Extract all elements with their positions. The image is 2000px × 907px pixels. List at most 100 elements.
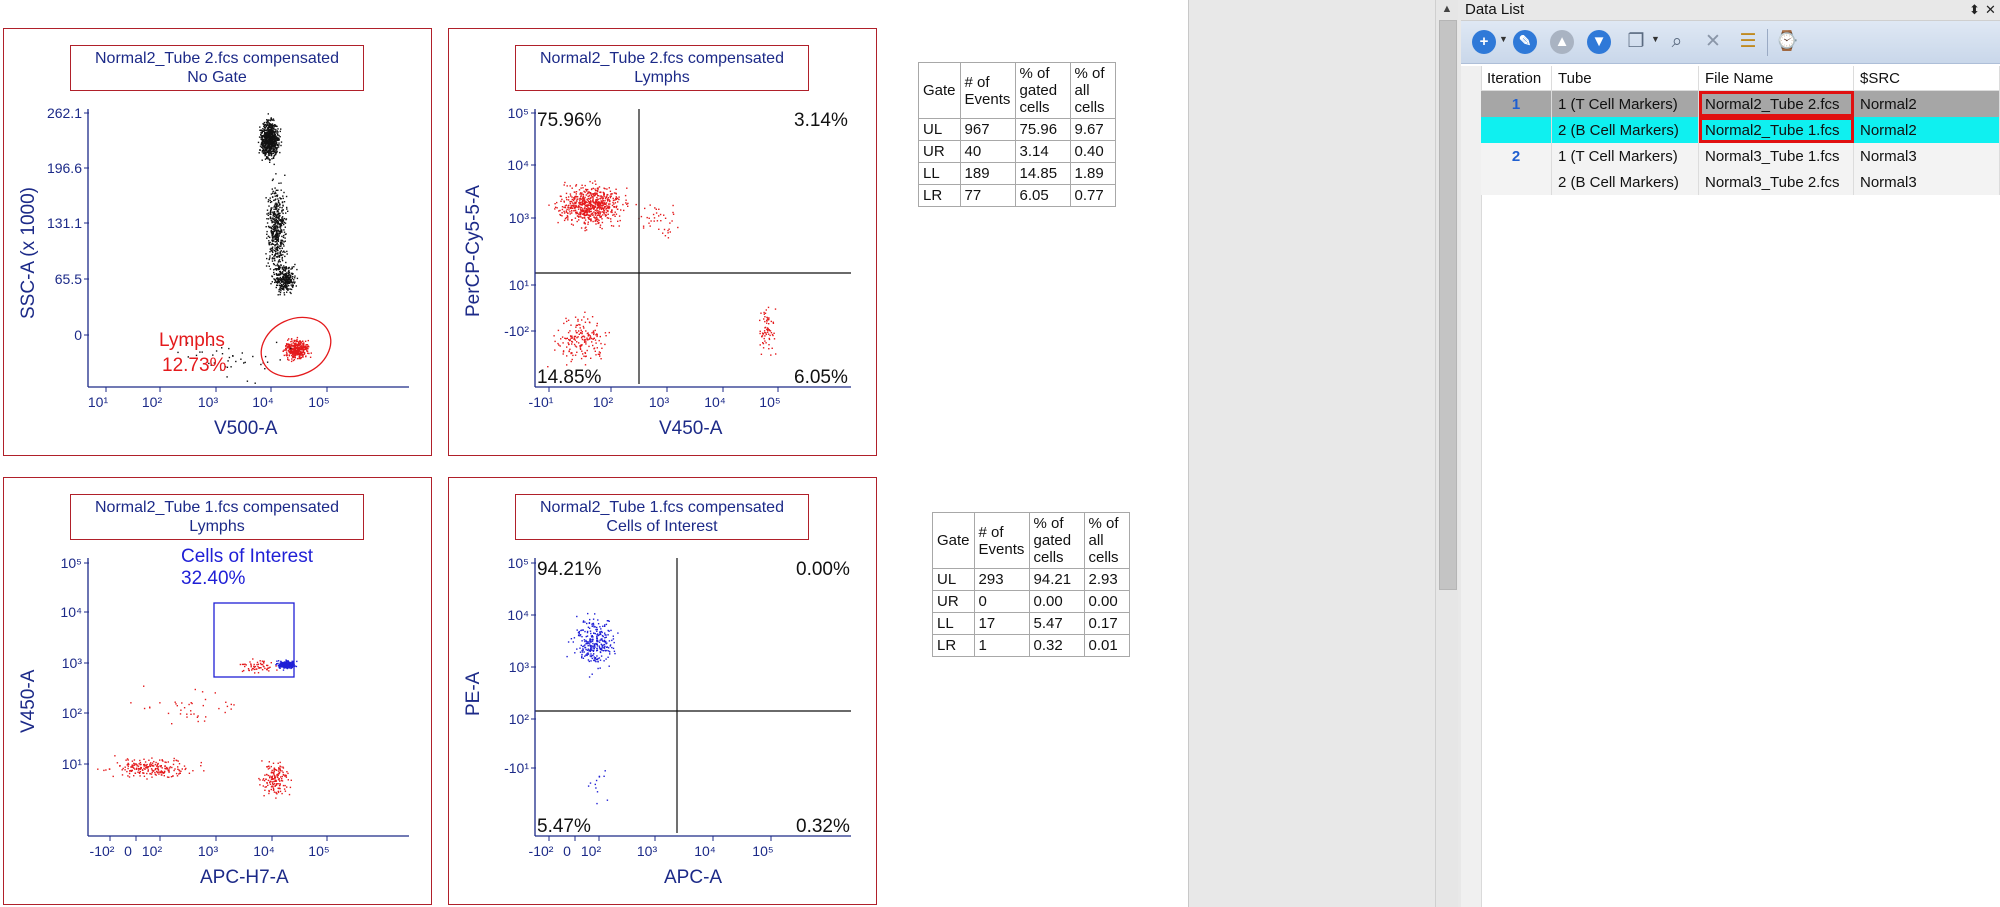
table-cell: 14.85	[1014, 162, 1071, 185]
quadrant-stats-table: Gate # of Events % of gated cells % of a…	[918, 62, 1116, 207]
x-tick-label: 0	[563, 843, 571, 859]
data-list-row[interactable]: 2 (B Cell Markers) Normal3_Tube 2.fcs Norm…	[1481, 169, 2000, 195]
table-cell: 2.93	[1083, 568, 1130, 591]
y-tick-label: 262.1	[47, 105, 82, 121]
header-gate: Gate	[918, 62, 961, 119]
search-icon[interactable]: ⌕	[1671, 31, 1683, 52]
column-header-iteration[interactable]: Iteration	[1481, 66, 1552, 91]
scrollbar-thumb[interactable]	[1439, 20, 1457, 590]
table-cell: LL	[918, 162, 961, 185]
table-cell: UL	[918, 118, 961, 141]
lymphs-gate-shape[interactable]	[252, 306, 341, 387]
cell-tube[interactable]: 1 (T Cell Markers)	[1551, 143, 1699, 169]
cell-file[interactable]: Normal2_Tube 1.fcs	[1698, 117, 1854, 143]
y-tick-label: -10²	[504, 323, 529, 339]
plot-title-file: Normal2_Tube 2.fcs compensated	[95, 50, 339, 67]
delete-icon[interactable]: ✕	[1705, 31, 1721, 52]
plot-percp-vs-v450[interactable]: -10¹ 10² 10³ 10⁴ 10⁵ 10⁵ 10⁴ 10³ 10¹ -10² 75.96% …	[448, 28, 877, 456]
quadrant-ul-pct: 94.21%	[537, 559, 602, 580]
header-events: # of Events	[959, 62, 1016, 119]
properties-icon[interactable]: ☰	[1739, 31, 1757, 52]
plot-title: Normal2_Tube 1.fcs compensated Lymphs	[70, 494, 364, 540]
y-tick-label: 196.6	[47, 160, 82, 176]
move-down-icon[interactable]: ▼	[1587, 30, 1611, 54]
cell-tube[interactable]: 2 (B Cell Markers)	[1551, 169, 1699, 195]
vertical-scrollbar[interactable]: ▲	[1435, 0, 1458, 907]
layout-canvas: 10¹ 10² 10³ 10⁴ 10⁵ 262.1 196.6 131.1 65.5 0 Lymp…	[0, 0, 1189, 907]
cell-tube[interactable]: 1 (T Cell Markers)	[1551, 90, 1699, 117]
toolbar-separator	[1767, 29, 1768, 56]
x-tick-label: 10³	[637, 843, 658, 859]
cell-iteration[interactable]: 2	[1481, 143, 1552, 169]
cell-src[interactable]: Normal2	[1853, 117, 2000, 143]
plot-v450-vs-apch7[interactable]: -10² 0 10² 10³ 10⁴ 10⁵ 10⁵ 10⁴ 10³ 10² 10¹ Cells o…	[3, 477, 432, 905]
add-icon[interactable]: +	[1472, 30, 1496, 54]
scroll-up-icon[interactable]: ▲	[1441, 3, 1453, 15]
table-cell: 1.89	[1069, 162, 1116, 185]
cell-iteration[interactable]: 1	[1481, 90, 1552, 117]
column-header-file-name[interactable]: File Name	[1698, 66, 1854, 91]
table-cell: LR	[918, 184, 961, 207]
plot-svg: -10² 0 10² 10³ 10⁴ 10⁵ 10⁵ 10⁴ 10³ 10² 10¹ Cells o…	[18, 546, 409, 888]
copy-icon[interactable]: ❐	[1627, 31, 1645, 52]
table-cell: 0.17	[1083, 612, 1130, 635]
move-up-icon[interactable]: ▲	[1550, 30, 1574, 54]
plot-pe-vs-apc[interactable]: -10² 0 10² 10³ 10⁴ 10⁵ 10⁵ 10⁴ 10³ 10² -10¹ 94.21%…	[448, 477, 877, 905]
table-cell: 75.96	[1014, 118, 1071, 141]
quadrant-stats-table: Gate # of Events % of gated cells % of a…	[932, 512, 1130, 657]
column-header-src[interactable]: $SRC	[1853, 66, 2000, 91]
table-cell: LR	[932, 634, 975, 657]
data-list-panel: Data List ⬍ ✕ + ▼ ✎ ▲ ▼ ❐ ▼ ⌕ ✕ ☰ ⌚ Iter…	[1461, 0, 2000, 907]
gate-percentage: 12.73%	[162, 355, 227, 376]
gate-label: Lymphs	[159, 330, 225, 351]
quadrant-ll-pct: 5.47%	[537, 816, 591, 837]
column-header-tube[interactable]: Tube	[1551, 66, 1699, 91]
plot-title: Normal2_Tube 1.fcs compensated Cells of …	[515, 494, 809, 540]
cell-tube[interactable]: 2 (B Cell Markers)	[1551, 117, 1699, 143]
cell-iteration[interactable]	[1481, 117, 1552, 143]
table-cell: 6.05	[1014, 184, 1071, 207]
plot-title-gate: Cells of Interest	[606, 518, 718, 535]
wrench-icon[interactable]: ✎	[1513, 30, 1537, 54]
y-tick-label: 10⁵	[508, 555, 529, 571]
cell-iteration[interactable]	[1481, 169, 1552, 195]
copy-dropdown-chevron-icon[interactable]: ▼	[1651, 34, 1660, 44]
close-icon[interactable]: ✕	[1985, 2, 1996, 17]
table-row: LR 77 6.05 0.77	[918, 184, 1116, 207]
x-tick-label: 10⁵	[752, 843, 773, 859]
cell-src[interactable]: Normal2	[1853, 90, 2000, 117]
table-cell: 94.21	[1028, 568, 1085, 591]
cell-file[interactable]: Normal2_Tube 2.fcs	[1698, 90, 1854, 117]
clipboard-icon[interactable]: ⌚	[1775, 31, 1799, 52]
cell-src[interactable]: Normal3	[1853, 169, 2000, 195]
cells-of-interest-gate-shape[interactable]	[213, 602, 295, 678]
table-cell: 0.40	[1069, 140, 1116, 163]
y-tick-label: 10³	[509, 210, 530, 226]
plot-title-gate: No Gate	[187, 69, 247, 86]
add-dropdown-chevron-icon[interactable]: ▼	[1499, 34, 1508, 44]
x-tick-label: 10⁴	[253, 843, 275, 859]
table-cell: 0.32	[1028, 634, 1085, 657]
x-tick-label: 10²	[581, 843, 602, 859]
quadrant-ur-pct: 3.14%	[794, 110, 848, 131]
plot-title-file: Normal2_Tube 1.fcs compensated	[540, 499, 784, 516]
x-axis-label: V450-A	[659, 418, 723, 439]
quadrant-ul-pct: 75.96%	[537, 110, 602, 131]
x-axis-label: V500-A	[214, 418, 278, 439]
cell-file[interactable]: Normal3_Tube 1.fcs	[1698, 143, 1854, 169]
data-list-row[interactable]: 2 (B Cell Markers) Normal2_Tube 1.fcs Norm…	[1481, 117, 2000, 143]
pin-icon[interactable]: ⬍	[1969, 2, 1980, 17]
y-tick-label: 0	[74, 327, 82, 343]
table-header-row: Gate # of Events % of gated cells % of a…	[918, 62, 1116, 119]
data-list-title: Data List	[1465, 1, 1525, 18]
y-tick-label: 131.1	[47, 215, 82, 231]
cell-src[interactable]: Normal3	[1853, 143, 2000, 169]
quadrant-lr-pct: 0.32%	[796, 816, 850, 837]
y-tick-label: 10¹	[509, 277, 530, 293]
header-gated-pct: % of gated cells	[1014, 62, 1071, 119]
plot-ssc-vs-v500[interactable]: 10¹ 10² 10³ 10⁴ 10⁵ 262.1 196.6 131.1 65.5 0 Lymp…	[3, 28, 432, 456]
cell-file[interactable]: Normal3_Tube 2.fcs	[1698, 169, 1854, 195]
